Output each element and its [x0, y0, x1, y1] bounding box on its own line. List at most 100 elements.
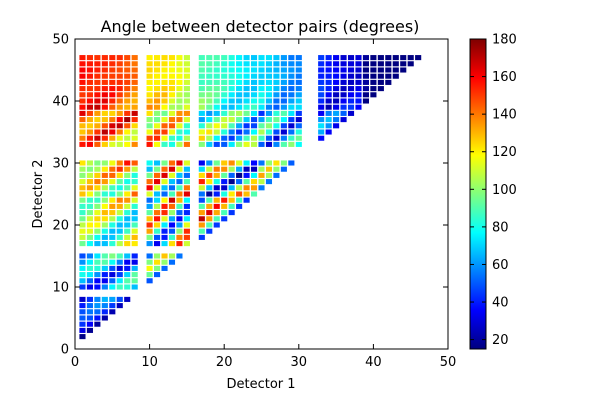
heatmap-cell — [176, 67, 183, 73]
heatmap-cell — [183, 98, 190, 104]
heatmap-cell — [168, 55, 176, 61]
heatmap-cell — [86, 296, 93, 302]
heatmap-cell — [131, 222, 138, 228]
heatmap-cell — [154, 241, 161, 247]
heatmap-cell — [101, 222, 108, 228]
heatmap-cell — [168, 129, 176, 135]
heatmap-cell — [183, 104, 190, 110]
heatmap-cell — [168, 141, 176, 147]
heatmap-cell — [340, 98, 347, 104]
heatmap-cell — [258, 92, 265, 98]
heatmap-cell — [86, 278, 93, 284]
colorbar-tick-label: 100 — [492, 183, 517, 198]
heatmap-cell — [325, 129, 332, 135]
heatmap-cell — [161, 166, 168, 172]
heatmap-cell — [221, 86, 228, 92]
heatmap-cell — [265, 92, 273, 98]
heatmap-cell — [228, 123, 235, 129]
heatmap-cell — [236, 104, 243, 110]
heatmap-cell — [131, 166, 138, 172]
heatmap-cell — [131, 203, 138, 209]
heatmap-cell — [228, 210, 235, 216]
heatmap-cell — [101, 265, 108, 271]
heatmap-cell — [161, 123, 168, 129]
heatmap-cell — [206, 191, 213, 197]
heatmap-cell — [213, 141, 220, 147]
heatmap-cell — [124, 86, 131, 92]
colorbar-tick-label: 60 — [492, 258, 509, 273]
heatmap-cell — [213, 197, 220, 203]
heatmap-cell — [176, 222, 183, 228]
heatmap-cell — [161, 67, 168, 73]
heatmap-cell — [79, 210, 86, 216]
heatmap-cell — [161, 210, 168, 216]
heatmap-cell — [79, 278, 86, 284]
heatmap-cell — [206, 197, 213, 203]
heatmap-cell — [86, 222, 93, 228]
heatmap-cell — [265, 166, 273, 172]
heatmap-cell — [273, 141, 280, 147]
colorbar-tick-label: 120 — [492, 145, 517, 160]
heatmap-cell — [94, 185, 101, 191]
heatmap-cell — [213, 222, 220, 228]
heatmap-cell — [146, 129, 153, 135]
heatmap-cell — [213, 104, 220, 110]
heatmap-cell — [273, 98, 280, 104]
heatmap-cell — [79, 303, 86, 309]
heatmap-cell — [101, 135, 108, 141]
heatmap-cell — [325, 104, 332, 110]
heatmap-cell — [213, 117, 220, 123]
heatmap-cell — [221, 141, 228, 147]
heatmap-cell — [109, 123, 116, 129]
heatmap-cell — [124, 73, 131, 79]
heatmap-cell — [161, 228, 168, 234]
heatmap-cell — [288, 110, 295, 116]
heatmap-cell — [288, 104, 295, 110]
heatmap-cell — [86, 241, 93, 247]
heatmap-cell — [109, 92, 116, 98]
heatmap-cell — [124, 110, 131, 116]
heatmap-cell — [79, 185, 86, 191]
heatmap-cell — [101, 241, 108, 247]
heatmap-cell — [228, 92, 235, 98]
heatmap-cell — [86, 172, 93, 178]
heatmap-cell — [198, 117, 205, 123]
heatmap-cell — [86, 61, 93, 67]
heatmap-cell — [236, 197, 243, 203]
heatmap-cell — [228, 179, 235, 185]
heatmap-cell — [295, 86, 302, 92]
heatmap-cell — [109, 303, 116, 309]
heatmap-cell — [183, 110, 190, 116]
heatmap-cell — [265, 135, 273, 141]
heatmap-cell — [94, 303, 101, 309]
plot-frame — [74, 38, 449, 350]
heatmap-cell — [116, 272, 123, 278]
heatmap-cell — [273, 135, 280, 141]
heatmap-cell — [86, 67, 93, 73]
heatmap-cell — [94, 241, 101, 247]
heatmap-cell — [198, 228, 205, 234]
heatmap-cell — [176, 166, 183, 172]
heatmap-cell — [86, 203, 93, 209]
heatmap-cell — [124, 123, 131, 129]
heatmap-cell — [109, 179, 116, 185]
heatmap-cell — [236, 160, 243, 166]
heatmap-cell — [86, 110, 93, 116]
heatmap-cell — [221, 197, 228, 203]
heatmap-cell — [370, 61, 377, 67]
heatmap-cell — [370, 92, 377, 98]
heatmap-cell — [124, 253, 131, 259]
heatmap-cell — [124, 129, 131, 135]
heatmap-cell — [318, 104, 325, 110]
heatmap-cell — [109, 296, 116, 302]
heatmap-cell — [124, 61, 131, 67]
heatmap-cell — [258, 104, 265, 110]
heatmap-cell — [176, 253, 183, 259]
heatmap-cell — [116, 303, 123, 309]
heatmap-cell — [79, 259, 86, 265]
heatmap-cell — [325, 67, 332, 73]
heatmap-cell — [250, 92, 258, 98]
heatmap-cell — [183, 191, 190, 197]
heatmap-cell — [79, 216, 86, 222]
heatmap-cell — [377, 61, 384, 67]
